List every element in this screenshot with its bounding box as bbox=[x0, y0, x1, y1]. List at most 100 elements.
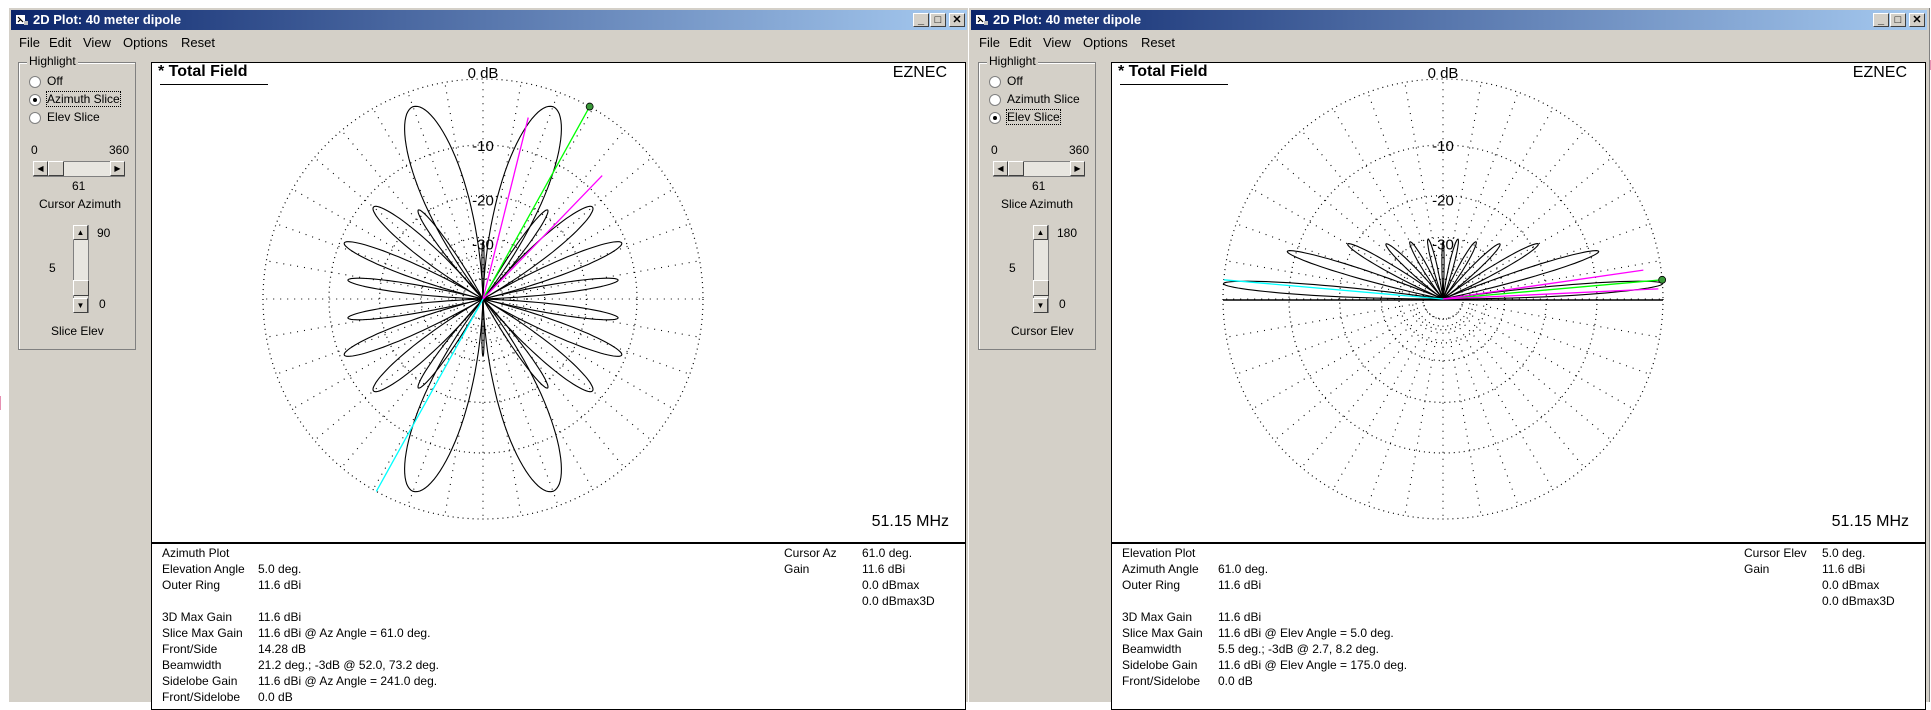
scroll-down-button[interactable]: ▼ bbox=[1033, 298, 1048, 313]
info-label: Slice Max Gain bbox=[162, 626, 243, 640]
scroll-down-button[interactable]: ▼ bbox=[73, 298, 88, 313]
radio-elev-slice-label[interactable]: Elev Slice bbox=[1006, 109, 1061, 125]
ring-label: -10 bbox=[1432, 138, 1454, 155]
grid-ring bbox=[1380, 236, 1506, 362]
radio-off[interactable] bbox=[989, 76, 1001, 88]
radio-azimuth-slice[interactable] bbox=[989, 94, 1001, 106]
menu-view[interactable]: View bbox=[83, 35, 111, 50]
pattern-lobe bbox=[1347, 243, 1444, 300]
minimize-button[interactable]: _ bbox=[1873, 13, 1889, 27]
scroll-up-button[interactable]: ▲ bbox=[1033, 225, 1048, 240]
title-bar[interactable]: 2D Plot: 40 meter dipole _ □ ✕ bbox=[11, 10, 967, 30]
menu-edit[interactable]: Edit bbox=[1009, 35, 1032, 50]
pattern-lobe bbox=[417, 298, 484, 389]
window-title: 2D Plot: 40 meter dipole bbox=[33, 12, 182, 27]
grid-spoke bbox=[276, 305, 465, 375]
radio-elev-slice-label[interactable]: Elev Slice bbox=[47, 110, 100, 124]
ring-label: -20 bbox=[1432, 193, 1454, 210]
azimuth-slider[interactable]: ◀ ▶ bbox=[33, 161, 125, 177]
minimize-button[interactable]: _ bbox=[913, 13, 929, 27]
slider-thumb[interactable] bbox=[48, 161, 64, 176]
info-label: 3D Max Gain bbox=[162, 610, 233, 624]
menu-options[interactable]: Options bbox=[123, 35, 168, 50]
pattern-lobe bbox=[482, 298, 549, 389]
grid-spoke bbox=[497, 311, 652, 441]
grid-spoke bbox=[492, 315, 594, 490]
radio-elev-slice[interactable] bbox=[989, 112, 1001, 124]
scroll-right-button[interactable]: ▶ bbox=[110, 161, 125, 176]
grid-spoke bbox=[314, 311, 469, 441]
radio-elev-slice[interactable] bbox=[29, 112, 41, 124]
pattern-lobe bbox=[343, 298, 484, 357]
highlight-legend: Highlight bbox=[987, 54, 1038, 68]
grid-ring bbox=[420, 236, 546, 362]
grid-spoke bbox=[1236, 305, 1425, 375]
info-label: Elevation Plot bbox=[1122, 546, 1196, 560]
menu-file[interactable]: File bbox=[19, 35, 40, 50]
menu-reset[interactable]: Reset bbox=[181, 35, 215, 50]
grid-spoke bbox=[1459, 308, 1634, 410]
maximize-icon: □ bbox=[1894, 14, 1902, 26]
menu-options[interactable]: Options bbox=[1083, 35, 1128, 50]
radio-off[interactable] bbox=[29, 76, 41, 88]
grid-spoke bbox=[495, 130, 625, 285]
menu-view[interactable]: View bbox=[1043, 35, 1071, 50]
menu-bar: File Edit View Options Reset bbox=[973, 32, 1925, 52]
grid-spoke bbox=[372, 108, 474, 283]
close-button[interactable]: ✕ bbox=[1909, 13, 1925, 27]
menu-edit[interactable]: Edit bbox=[49, 35, 72, 50]
elevation-slider[interactable]: ▲ ▼ bbox=[73, 225, 89, 313]
cursor-marker bbox=[585, 102, 594, 111]
polar-plot[interactable]: 0 dB -10 -20 -30 bbox=[152, 63, 965, 541]
radio-off-label[interactable]: Off bbox=[1007, 74, 1023, 88]
pattern-lobe bbox=[482, 298, 623, 357]
info-value: 11.6 dBi bbox=[1218, 578, 1262, 592]
ring-label: -30 bbox=[472, 236, 494, 253]
vslider-bottom: 0 bbox=[99, 297, 106, 311]
grid-ring bbox=[1288, 144, 1598, 454]
scroll-up-button[interactable]: ▲ bbox=[73, 225, 88, 240]
menu-bar: File Edit View Options Reset bbox=[13, 32, 965, 52]
slider-min: 0 bbox=[991, 143, 998, 157]
info-label: Beamwidth bbox=[162, 658, 222, 672]
elevation-slider[interactable]: ▲ ▼ bbox=[1033, 225, 1049, 313]
cursor-value: 11.6 dBi bbox=[1822, 562, 1866, 576]
scroll-left-button[interactable]: ◀ bbox=[993, 161, 1008, 176]
vslider-label: Slice Elev bbox=[51, 324, 104, 338]
beamwidth-line bbox=[482, 175, 603, 300]
pattern-lobe bbox=[1427, 238, 1444, 300]
radio-azimuth-slice-label[interactable]: Azimuth Slice bbox=[46, 91, 121, 107]
vslider-value: 5 bbox=[49, 261, 56, 275]
grid-spoke bbox=[314, 157, 469, 287]
radio-azimuth-slice[interactable] bbox=[29, 94, 41, 106]
scroll-left-button[interactable]: ◀ bbox=[33, 161, 48, 176]
grid-ring bbox=[262, 78, 704, 520]
azimuth-slider[interactable]: ◀ ▶ bbox=[993, 161, 1085, 177]
pattern-lobe bbox=[482, 241, 623, 300]
grid-ring bbox=[1222, 78, 1664, 520]
pattern-lobe bbox=[482, 298, 594, 393]
highlight-legend: Highlight bbox=[27, 54, 78, 68]
info-label: Front/Sidelobe bbox=[1122, 674, 1201, 688]
maximize-button[interactable]: □ bbox=[930, 13, 946, 27]
title-bar[interactable]: 2D Plot: 40 meter dipole _ □ ✕ bbox=[971, 10, 1927, 30]
maximize-button[interactable]: □ bbox=[1890, 13, 1906, 27]
scroll-right-button[interactable]: ▶ bbox=[1070, 161, 1085, 176]
pattern-lobe bbox=[1442, 243, 1539, 300]
polar-plot[interactable]: 0 dB -10 -20 -30 bbox=[1112, 63, 1925, 541]
grid-spoke bbox=[1252, 188, 1427, 290]
grid-spoke bbox=[1455, 130, 1585, 285]
grid-spoke bbox=[1274, 311, 1429, 441]
scroll-right-icon: ▶ bbox=[1074, 164, 1081, 173]
vslider-thumb[interactable] bbox=[1033, 280, 1049, 296]
menu-reset[interactable]: Reset bbox=[1141, 35, 1175, 50]
pattern-lobe bbox=[1442, 250, 1600, 300]
menu-file[interactable]: File bbox=[979, 35, 1000, 50]
pattern-lobe bbox=[482, 297, 562, 493]
close-button[interactable]: ✕ bbox=[949, 13, 965, 27]
vslider-thumb[interactable] bbox=[73, 280, 89, 296]
slider-thumb[interactable] bbox=[1008, 161, 1024, 176]
vslider-value: 5 bbox=[1009, 261, 1016, 275]
radio-azimuth-slice-label[interactable]: Azimuth Slice bbox=[1007, 92, 1080, 106]
radio-off-label[interactable]: Off bbox=[47, 74, 63, 88]
